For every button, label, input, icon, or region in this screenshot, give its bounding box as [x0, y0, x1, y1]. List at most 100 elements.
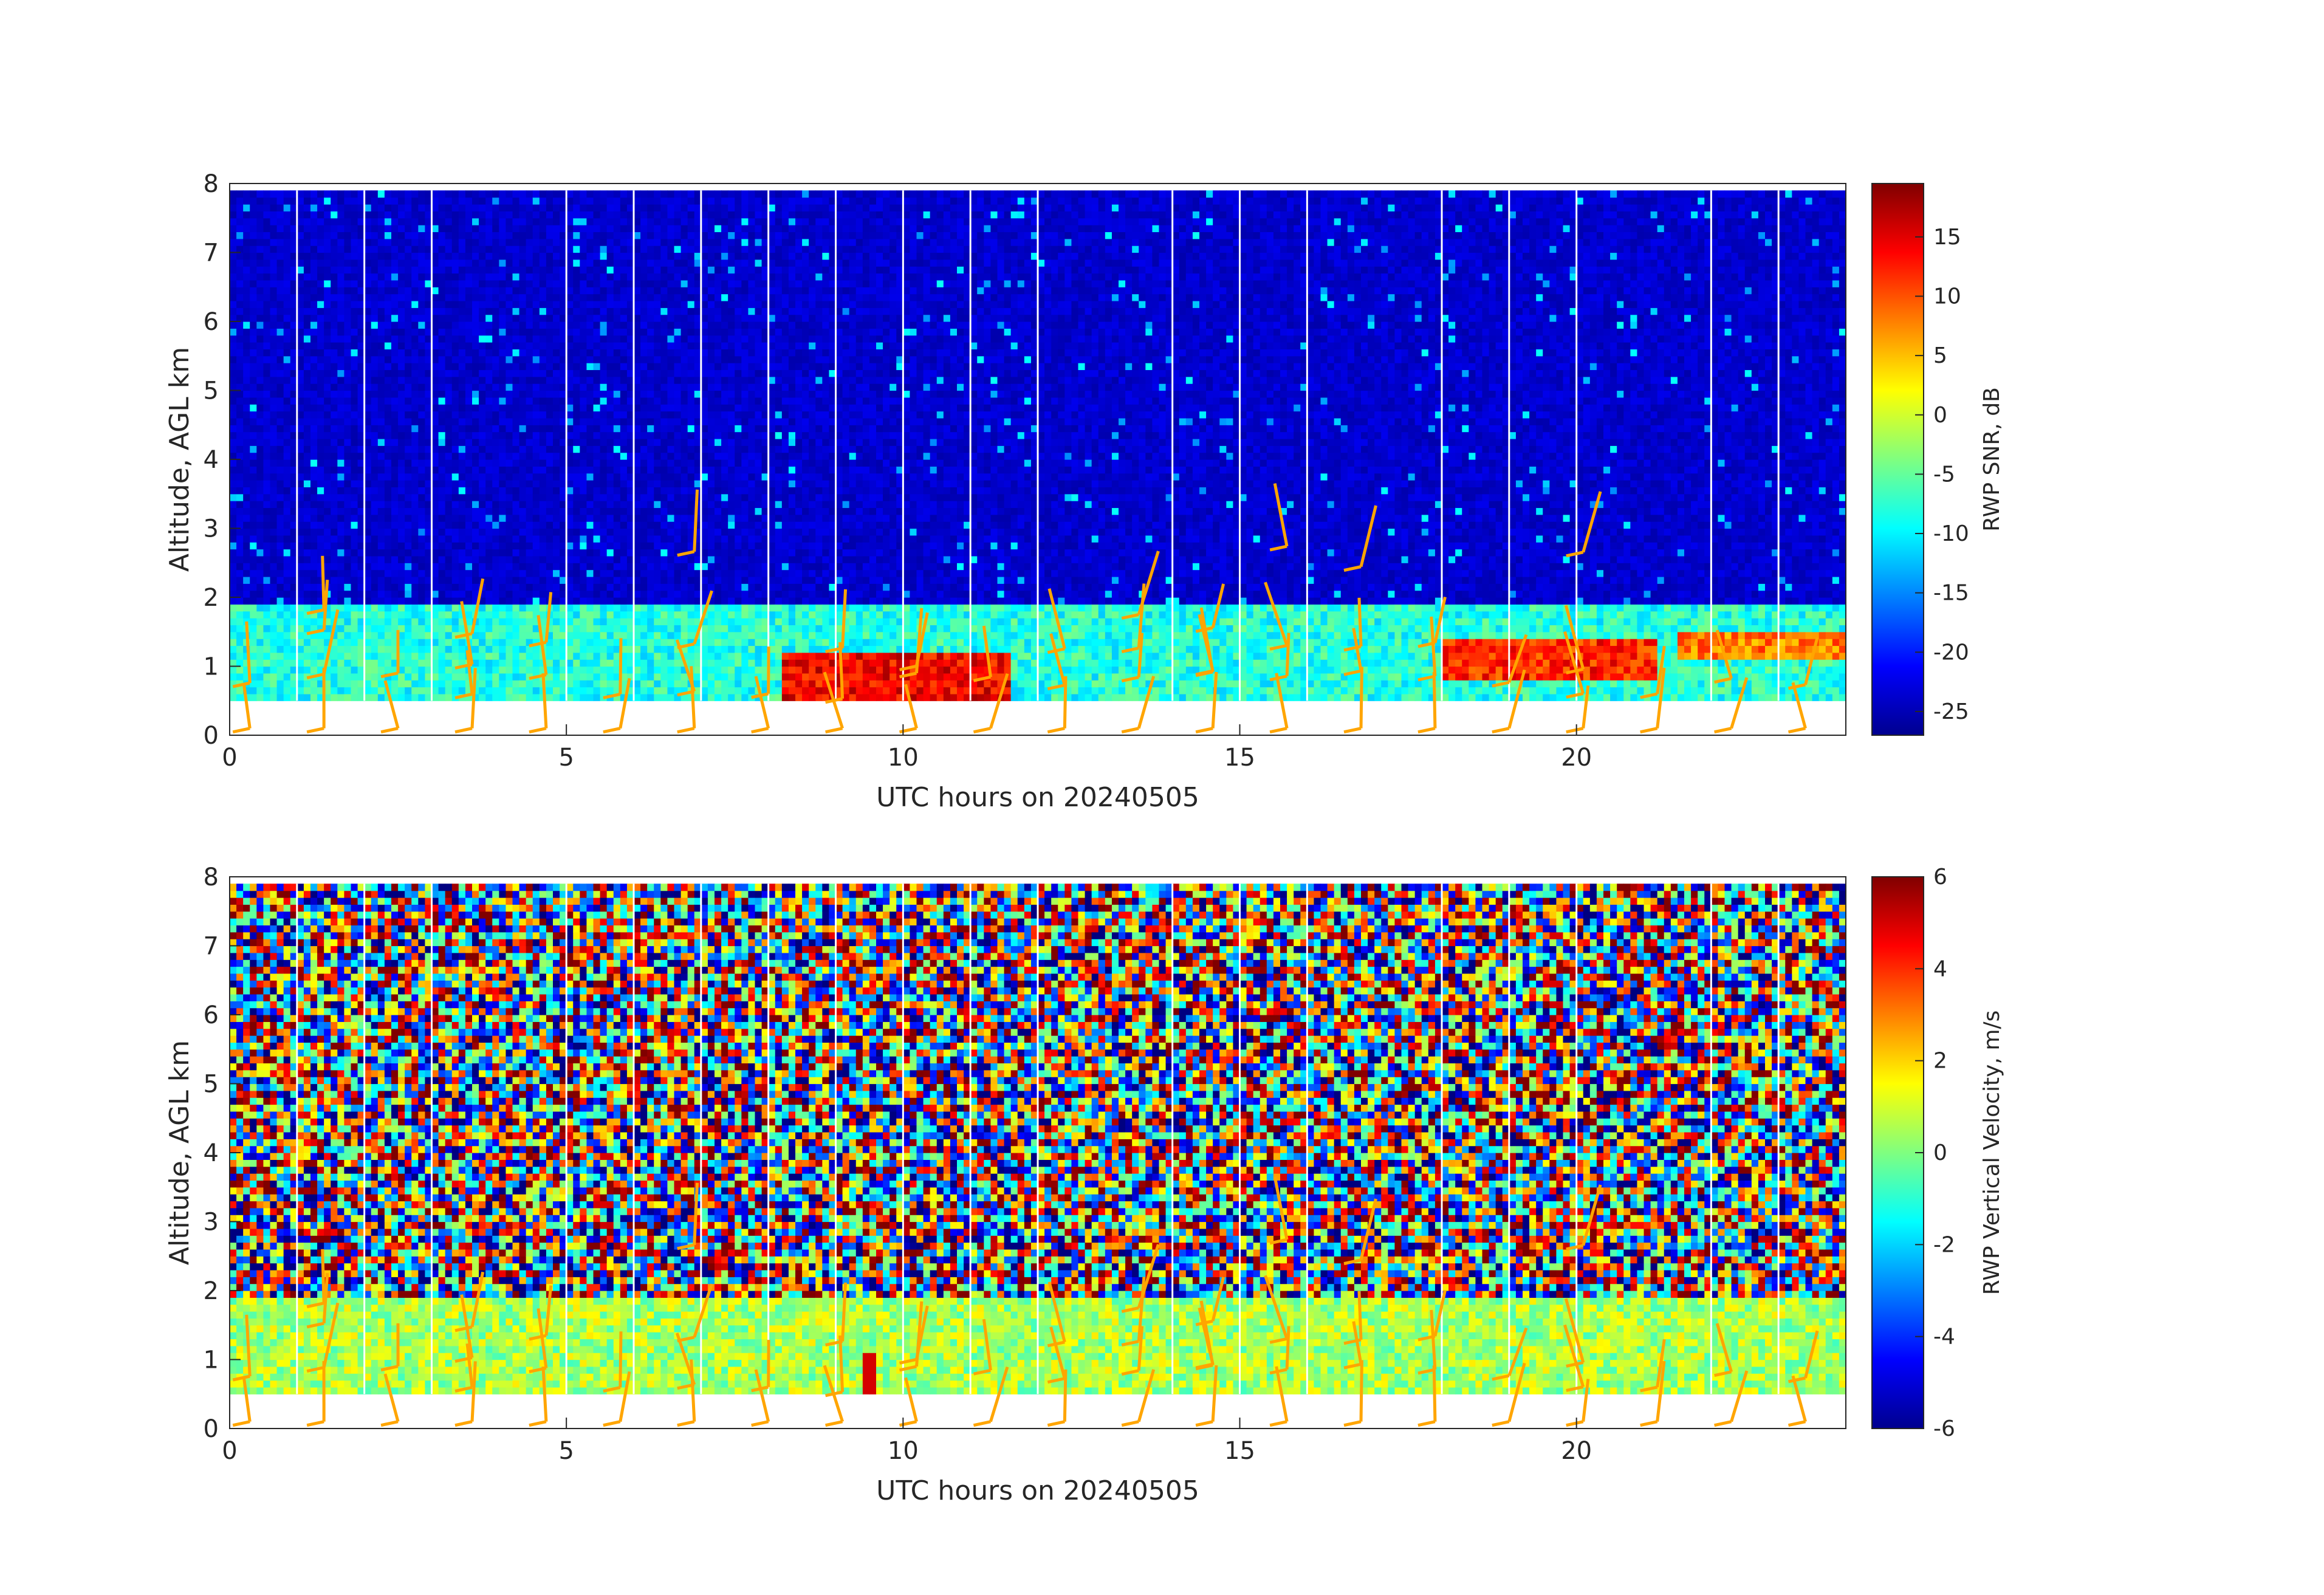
heatmap-cell	[405, 328, 412, 336]
heatmap-cell	[411, 314, 419, 322]
heatmap-cell	[377, 535, 385, 543]
heatmap-cell	[317, 266, 324, 274]
heatmap-cell	[411, 583, 419, 591]
heatmap-cell	[566, 417, 574, 425]
heatmap-cell	[276, 197, 284, 205]
heatmap-cell	[283, 273, 291, 281]
heatmap-cell	[647, 645, 654, 653]
heatmap-cell	[519, 576, 527, 584]
heatmap-cell	[263, 252, 271, 260]
heatmap-cell	[606, 493, 614, 501]
heatmap-cell	[364, 639, 372, 647]
heatmap-cell	[310, 652, 318, 660]
heatmap-cell	[331, 438, 338, 446]
heatmap-cell	[640, 225, 648, 233]
heatmap-cell	[539, 266, 547, 274]
heatmap-cell	[626, 590, 634, 598]
heatmap-cell	[539, 438, 547, 446]
heatmap-cell	[438, 618, 446, 625]
heatmap-cell	[351, 280, 358, 287]
heatmap-cell	[357, 390, 365, 398]
heatmap-cell	[546, 659, 554, 667]
heatmap-cell	[357, 321, 365, 329]
heatmap-cell	[371, 542, 379, 550]
heatmap-cell	[613, 576, 621, 584]
heatmap-cell	[654, 521, 661, 529]
heatmap-cell	[472, 321, 479, 329]
heatmap-cell	[532, 611, 540, 619]
heatmap-cell	[310, 480, 318, 487]
heatmap-cell	[283, 639, 291, 647]
heatmap-cell	[613, 431, 621, 439]
heatmap-cell	[398, 618, 405, 625]
heatmap-cell	[276, 342, 284, 349]
heatmap-cell	[270, 342, 278, 349]
heatmap-cell	[546, 459, 554, 467]
heatmap-cell	[593, 397, 601, 405]
heatmap-cell	[425, 563, 433, 571]
heatmap-cell	[580, 383, 588, 391]
heatmap-cell	[526, 238, 533, 246]
heatmap-cell	[411, 287, 419, 295]
heatmap-cell	[667, 190, 675, 198]
heatmap-cell	[593, 631, 601, 639]
heatmap-cell	[364, 259, 372, 267]
heatmap-cell	[485, 307, 493, 315]
heatmap-cell	[425, 280, 433, 287]
heatmap-cell	[230, 549, 237, 557]
heatmap-cell	[431, 514, 439, 522]
heatmap-cell	[546, 521, 554, 529]
heatmap-cell	[236, 466, 244, 474]
heatmap-cell	[553, 397, 560, 405]
heatmap-cell	[344, 342, 352, 349]
heatmap-cell	[613, 232, 621, 239]
heatmap-cell	[303, 349, 311, 357]
heatmap-cell	[626, 397, 634, 405]
heatmap-cell	[553, 680, 560, 688]
heatmap-cell	[512, 287, 520, 295]
heatmap-cell	[230, 501, 237, 509]
heatmap-cell	[290, 597, 298, 605]
heatmap-cell	[431, 507, 439, 515]
heatmap-cell	[472, 569, 479, 577]
heatmap-cell	[371, 369, 379, 377]
heatmap-cell	[526, 487, 533, 495]
heatmap-cell	[553, 563, 560, 571]
heatmap-cell	[458, 459, 466, 467]
heatmap-cell	[519, 232, 527, 239]
heatmap-cell	[499, 438, 507, 446]
heatmap-cell	[357, 300, 365, 308]
heatmap-cell	[613, 287, 621, 295]
heatmap-cell	[560, 535, 567, 543]
heatmap-cell	[620, 673, 628, 681]
heatmap-cell	[640, 266, 648, 274]
heatmap-cell	[634, 563, 641, 571]
heatmap-cell	[303, 431, 311, 439]
heatmap-cell	[243, 328, 250, 336]
heatmap-cell	[411, 673, 419, 681]
heatmap-cell	[431, 480, 439, 487]
heatmap-cell	[506, 438, 513, 446]
heatmap-cell	[405, 521, 412, 529]
heatmap-cell	[566, 569, 574, 577]
heatmap-cell	[418, 693, 426, 701]
heatmap-cell	[580, 293, 588, 301]
heatmap-cell	[371, 342, 379, 349]
heatmap-cell	[384, 307, 392, 315]
heatmap-cell	[303, 514, 311, 522]
heatmap-cell	[445, 314, 453, 322]
heatmap-cell	[377, 569, 385, 577]
heatmap-cell	[398, 639, 405, 647]
heatmap-cell	[613, 528, 621, 536]
heatmap-cell	[250, 232, 257, 239]
heatmap-cell	[418, 590, 426, 598]
heatmap-cell	[654, 631, 661, 639]
heatmap-cell	[573, 590, 580, 598]
heatmap-cell	[479, 466, 486, 474]
heatmap-cell	[485, 314, 493, 322]
heatmap-cell	[626, 466, 634, 474]
heatmap-cell	[472, 521, 479, 529]
heatmap-cell	[499, 618, 507, 625]
heatmap-cell	[317, 597, 324, 605]
heatmap-cell	[526, 666, 533, 674]
